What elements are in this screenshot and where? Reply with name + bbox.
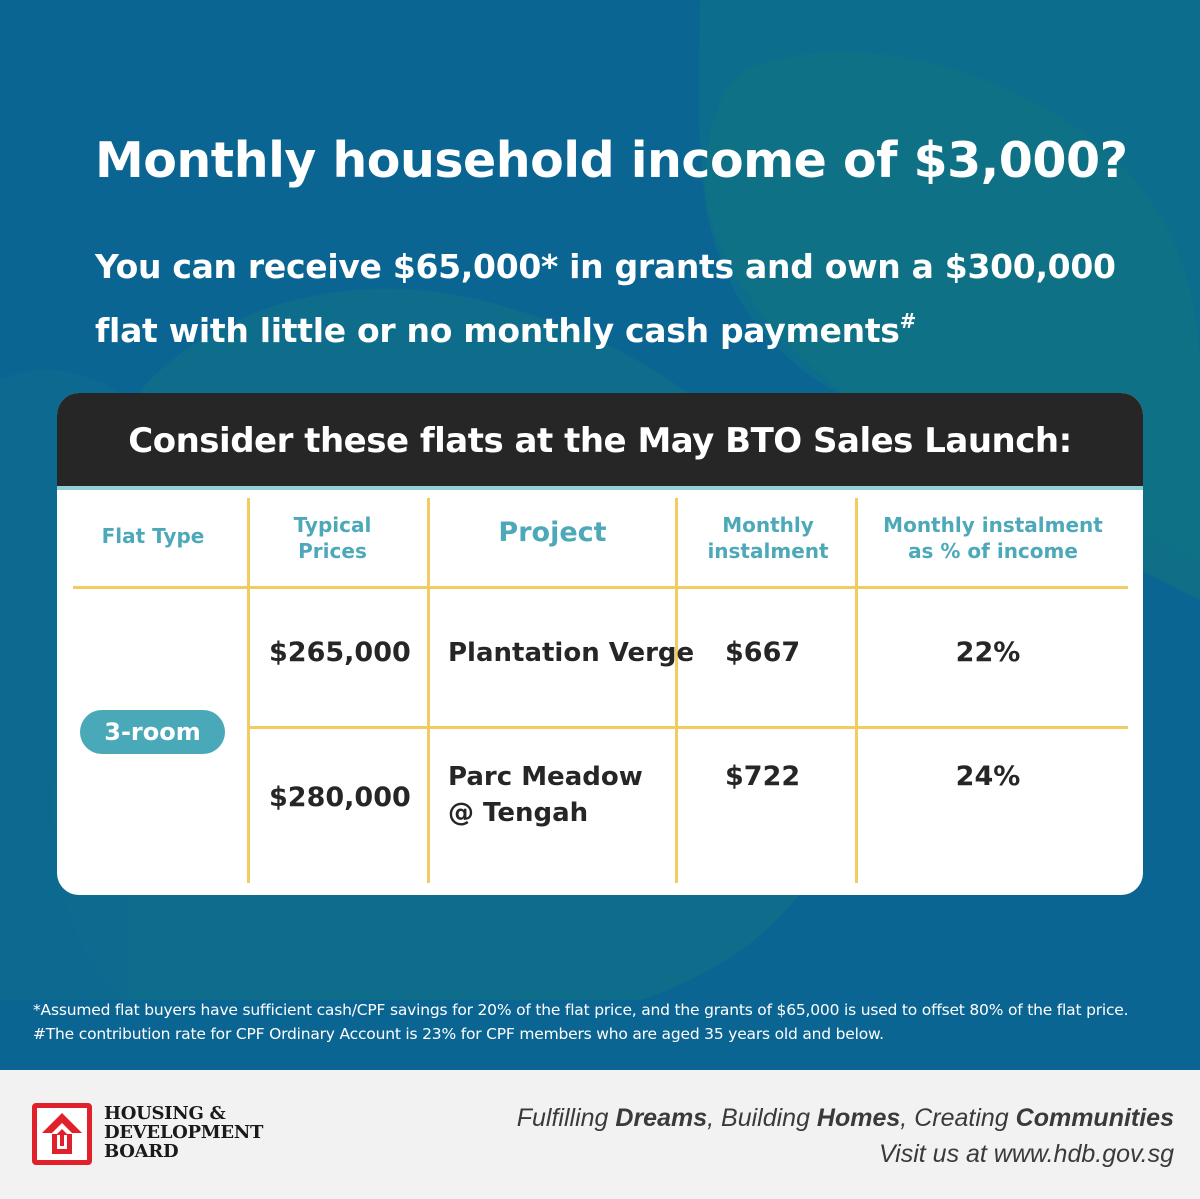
footnote-asterisk: *Assumed flat buyers have sufficient cas… bbox=[33, 1001, 1129, 1019]
row2-price: $280,000 bbox=[269, 782, 411, 813]
header-instalment-line1: Monthly bbox=[722, 513, 814, 537]
background-canvas: Monthly household income of $3,000? You … bbox=[33, 52, 1200, 1046]
tagline-bold: Dreams bbox=[615, 1104, 708, 1132]
header-pct-line2: as % of income bbox=[908, 539, 1078, 563]
tagline-part: , Creating bbox=[900, 1104, 1016, 1132]
row1-instalment: $667 bbox=[725, 637, 801, 668]
hdb-logo-text: HOUSING & DEVELOPMENT BOARD bbox=[104, 1104, 263, 1161]
grid-line bbox=[675, 498, 678, 883]
flats-table-card: Consider these flats at the May BTO Sale… bbox=[57, 393, 1143, 895]
header-typical-prices: Typical Prices bbox=[250, 512, 415, 564]
flat-type-badge: 3-room bbox=[80, 710, 225, 754]
hdb-logo-mark bbox=[42, 1113, 82, 1154]
header-flat-type: Flat Type bbox=[73, 523, 233, 549]
header-instalment-pct: Monthly instalment as % of income bbox=[858, 512, 1128, 564]
header-project: Project bbox=[430, 517, 675, 548]
grid-line bbox=[249, 726, 1128, 729]
tagline-part: Fulfilling bbox=[516, 1104, 616, 1132]
row1-price: $265,000 bbox=[269, 637, 411, 668]
row1-project: Plantation Verge bbox=[448, 638, 695, 668]
logo-line2: DEVELOPMENT bbox=[104, 1122, 264, 1143]
row1-pct: 22% bbox=[955, 637, 1021, 668]
footer: HOUSING & DEVELOPMENT BOARD Fulfilling D… bbox=[0, 1070, 1200, 1199]
header-project-label: Project bbox=[498, 517, 607, 548]
subline-footnote-mark: # bbox=[899, 309, 917, 333]
website-link[interactable]: Visit us at www.hdb.gov.sg bbox=[878, 1140, 1174, 1168]
header-instalment-line2: instalment bbox=[707, 539, 829, 563]
grid-line bbox=[247, 498, 250, 883]
header-monthly-instalment: Monthly instalment bbox=[678, 512, 858, 564]
header-pct-line1: Monthly instalment bbox=[883, 513, 1103, 537]
tagline-bold: Communities bbox=[1015, 1104, 1174, 1132]
row2-instalment: $722 bbox=[725, 761, 801, 792]
subline-text: You can receive $65,000* in grants and o… bbox=[95, 247, 1116, 350]
logo-line1: HOUSING & bbox=[104, 1103, 226, 1124]
grid-line bbox=[855, 498, 858, 883]
card-header-stripe bbox=[57, 486, 1143, 490]
tagline-bold: Homes bbox=[816, 1104, 901, 1132]
tagline: Fulfilling Dreams, Building Homes, Creat… bbox=[517, 1104, 1174, 1133]
subline: You can receive $65,000* in grants and o… bbox=[95, 240, 1155, 358]
footnotes: *Assumed flat buyers have sufficient cas… bbox=[33, 998, 1129, 1046]
header-prices-line2: Prices bbox=[298, 539, 367, 563]
tagline-part: , Building bbox=[707, 1104, 817, 1132]
header-flat-type-label: Flat Type bbox=[101, 524, 205, 548]
footnote-hash: #The contribution rate for CPF Ordinary … bbox=[33, 1025, 884, 1043]
row2-pct: 24% bbox=[955, 761, 1021, 792]
logo-line3: BOARD bbox=[104, 1141, 179, 1162]
row2-project-line1: Parc Meadow bbox=[448, 762, 643, 792]
header-prices-line1: Typical bbox=[293, 513, 372, 537]
grid-line bbox=[427, 498, 430, 883]
row2-project-line2: @ Tengah bbox=[448, 798, 589, 828]
headline: Monthly household income of $3,000? bbox=[95, 132, 1128, 189]
hdb-logo-icon bbox=[32, 1103, 92, 1165]
card-title: Consider these flats at the May BTO Sale… bbox=[57, 393, 1143, 486]
grid-line bbox=[73, 586, 1128, 589]
row2-project: Parc Meadow @ Tengah bbox=[448, 759, 643, 831]
